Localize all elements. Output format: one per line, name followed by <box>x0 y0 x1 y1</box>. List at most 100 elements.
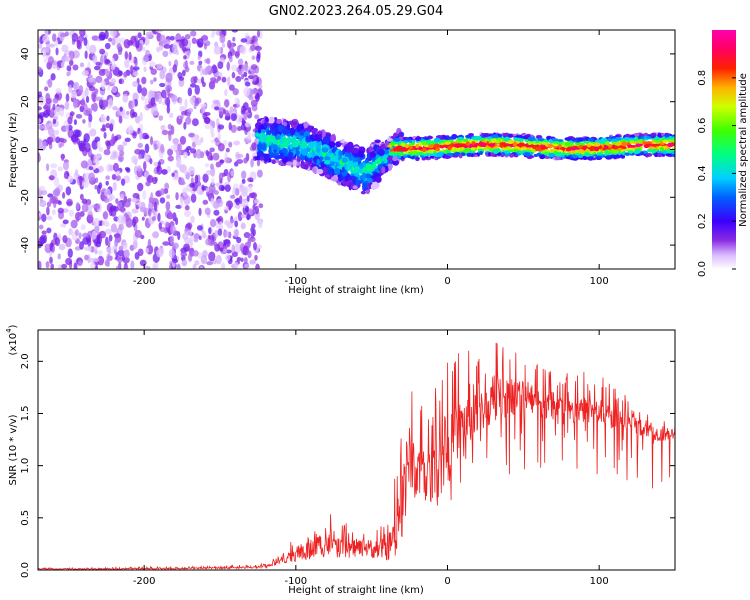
heatmap-cell <box>179 135 187 145</box>
heatmap-cell <box>165 221 170 228</box>
heatmap-cell <box>278 125 283 133</box>
heatmap-cell <box>144 97 148 106</box>
heatmap-cell <box>46 201 52 208</box>
heatmap-cell <box>236 256 242 262</box>
heatmap-cell <box>334 167 341 176</box>
heatmap-cell <box>384 149 389 155</box>
colorbar-tick-label: 0.8 <box>697 70 708 86</box>
heatmap-cell <box>167 155 174 162</box>
heatmap-cell <box>366 152 370 160</box>
heatmap-cell <box>202 199 209 205</box>
heatmap-cell <box>48 175 55 181</box>
heatmap-cell <box>81 180 89 188</box>
heatmap-cell <box>675 133 679 138</box>
heatmap-cell <box>483 132 490 136</box>
heatmap-cell <box>137 84 142 94</box>
heatmap-cell <box>88 44 97 54</box>
heatmap-cell <box>315 146 321 153</box>
y-tick-label: 40 <box>20 48 31 61</box>
heatmap-cell <box>547 143 553 149</box>
heatmap-cell <box>142 55 150 62</box>
heatmap-cell <box>131 155 138 164</box>
heatmap-cell <box>232 36 236 42</box>
heatmap-cell <box>243 231 251 239</box>
heatmap-cell <box>157 212 161 222</box>
heatmap-cell <box>144 134 150 140</box>
heatmap-cell <box>95 241 102 248</box>
heatmap-cell <box>249 259 257 265</box>
heatmap-cell <box>189 83 197 88</box>
heatmap-cell <box>199 67 204 76</box>
heatmap-cell <box>217 142 225 152</box>
heatmap-cell <box>74 169 79 177</box>
heatmap-cell <box>283 140 289 145</box>
heatmap-cell <box>41 230 47 235</box>
heatmap-cell <box>49 110 54 117</box>
heatmap-cell <box>224 156 231 164</box>
heatmap-cell <box>153 143 158 151</box>
heatmap-cell <box>345 174 349 182</box>
y-tick-label: 0.0 <box>20 562 31 578</box>
heatmap-cell <box>134 229 142 238</box>
heatmap-cell <box>327 168 333 175</box>
heatmap-cell <box>187 108 194 113</box>
heatmap-cell <box>94 225 100 234</box>
heatmap-cell <box>196 225 203 231</box>
heatmap-cell <box>637 139 642 144</box>
heatmap-cell <box>38 212 43 218</box>
heatmap-cell <box>234 188 240 196</box>
heatmap-cell <box>328 141 336 148</box>
heatmap-cell <box>64 101 70 110</box>
heatmap-cell <box>212 64 217 71</box>
heatmap-cell <box>48 43 56 48</box>
heatmap-cell <box>126 126 134 134</box>
heatmap-cell <box>624 136 630 141</box>
heatmap-cell <box>80 224 86 231</box>
heatmap-cell <box>627 144 634 149</box>
heatmap-cell <box>228 84 235 91</box>
heatmap-cell <box>189 182 195 188</box>
heatmap-cell <box>352 178 357 185</box>
heatmap-cell <box>79 30 84 35</box>
heatmap-cell <box>155 30 163 33</box>
heatmap-cell <box>366 177 373 183</box>
heatmap-cell <box>654 136 660 141</box>
heatmap-cell <box>272 139 279 146</box>
heatmap-cell <box>130 260 135 269</box>
heatmap-cell <box>161 169 168 175</box>
heatmap-cell <box>462 138 469 142</box>
heatmap-cell <box>256 30 261 38</box>
heatmap-cell <box>74 229 79 236</box>
heatmap-cell <box>204 207 211 215</box>
heatmap-cell <box>161 129 169 136</box>
heatmap-cell <box>116 201 123 209</box>
heatmap-cell <box>212 152 220 161</box>
heatmap-cell <box>140 95 145 101</box>
heatmap-cell <box>93 203 101 210</box>
heatmap-cell <box>324 155 331 162</box>
heatmap-cell <box>240 222 246 230</box>
heatmap-cell <box>61 263 68 269</box>
heatmap-cell <box>255 92 260 103</box>
heatmap-cell <box>276 118 282 125</box>
heatmap-cell <box>110 78 117 85</box>
heatmap-cell <box>430 153 437 157</box>
heatmap-cell <box>202 173 209 183</box>
spectrogram-cells <box>38 30 679 269</box>
x-tick-label: 0 <box>444 276 450 287</box>
heatmap-cell <box>223 248 228 253</box>
heatmap-cell <box>116 255 123 264</box>
heatmap-cell <box>603 145 609 149</box>
heatmap-cell <box>142 189 147 200</box>
heatmap-cell <box>88 172 96 182</box>
heatmap-cell <box>117 144 124 152</box>
heatmap-cell <box>323 160 331 165</box>
heatmap-cell <box>217 132 222 141</box>
heatmap-cell <box>85 95 90 104</box>
heatmap-cell <box>155 249 164 258</box>
heatmap-cell <box>179 96 183 106</box>
heatmap-cell <box>134 60 138 67</box>
heatmap-cell <box>110 30 117 38</box>
heatmap-cell <box>543 152 551 156</box>
heatmap-cell <box>103 149 111 156</box>
